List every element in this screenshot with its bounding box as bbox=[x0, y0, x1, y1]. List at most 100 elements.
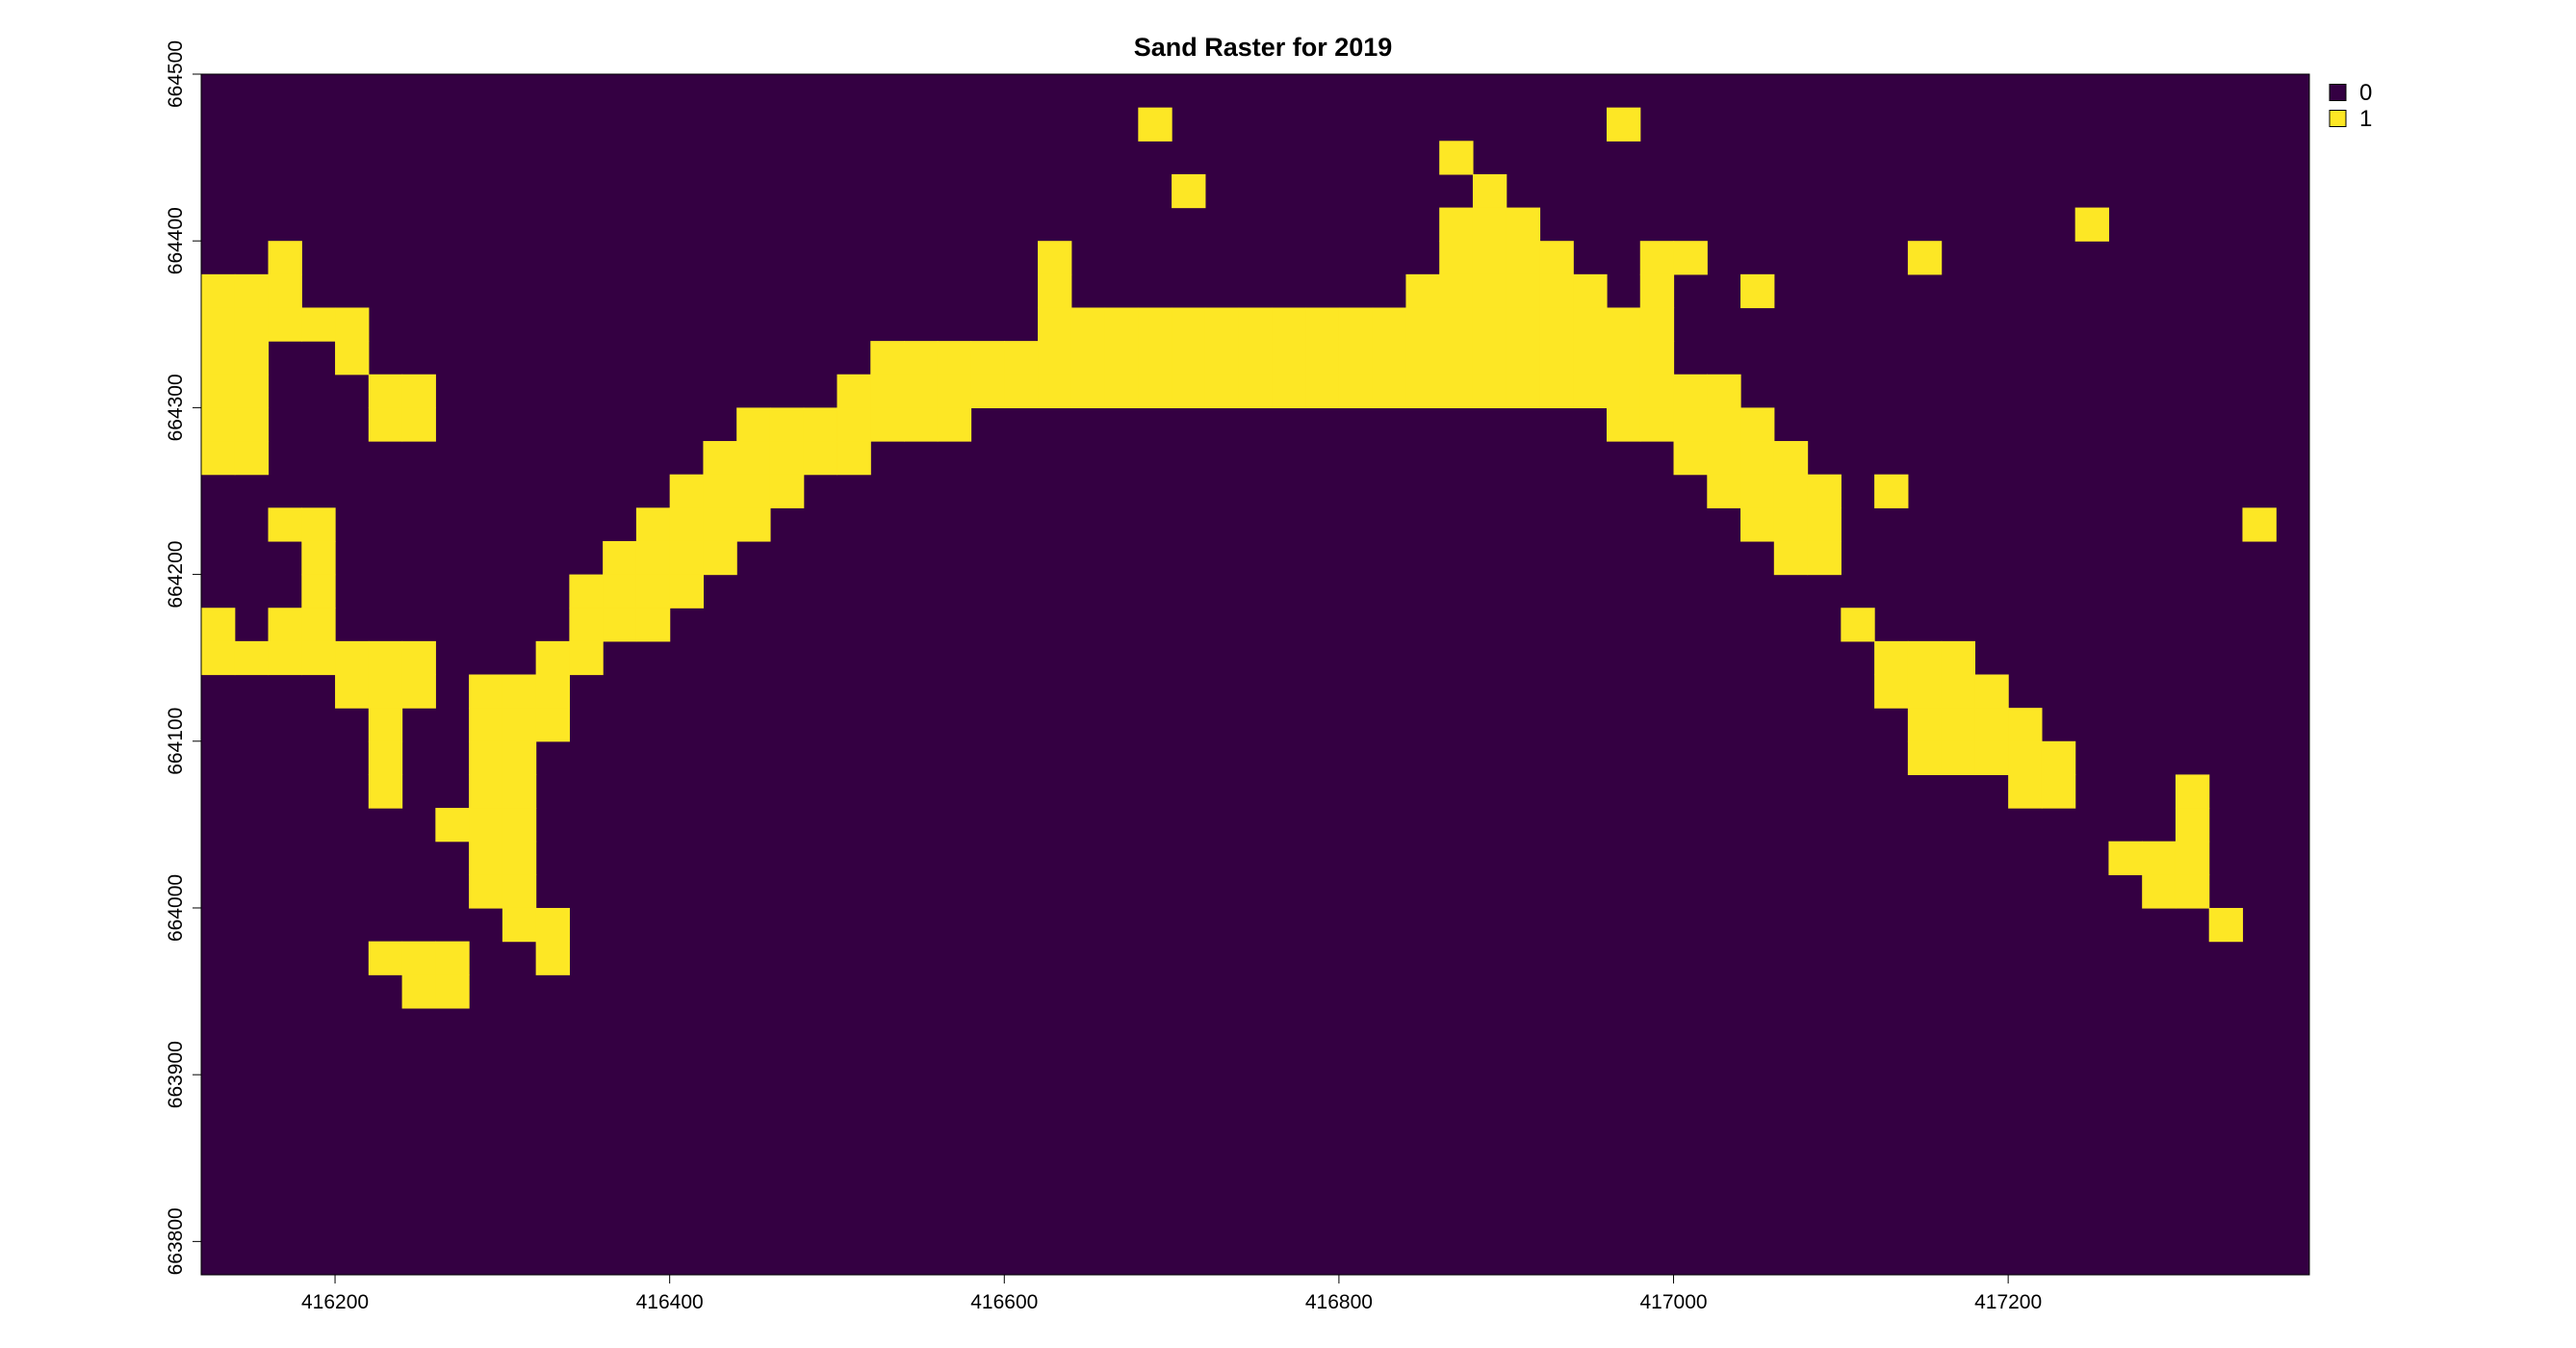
raster-cell bbox=[1974, 708, 2009, 742]
raster-cell bbox=[1607, 307, 1641, 342]
raster-cell bbox=[904, 374, 939, 408]
raster-cell bbox=[1639, 307, 1675, 342]
raster-cell bbox=[1204, 374, 1240, 408]
raster-cell bbox=[201, 608, 236, 642]
raster-cell bbox=[1238, 341, 1273, 376]
raster-cell bbox=[569, 608, 604, 642]
raster-cell bbox=[904, 341, 939, 376]
raster-cell bbox=[1773, 540, 1809, 576]
x-tick-label: 417200 bbox=[1974, 1291, 2042, 1313]
raster-cell bbox=[937, 374, 972, 408]
raster-cell bbox=[904, 407, 939, 442]
raster-cell bbox=[1305, 341, 1340, 376]
y-tick-label: 664300 bbox=[165, 374, 187, 441]
raster-cell bbox=[1740, 273, 1775, 309]
raster-cell bbox=[769, 407, 805, 442]
raster-cell bbox=[335, 341, 370, 376]
raster-cell bbox=[1639, 241, 1675, 275]
raster-cell bbox=[1573, 374, 1608, 408]
legend-label: 0 bbox=[2359, 80, 2372, 106]
raster-cell bbox=[1573, 307, 1608, 342]
y-tick-label: 664500 bbox=[165, 40, 187, 108]
raster-cell bbox=[1439, 207, 1474, 242]
raster-cell bbox=[1874, 474, 1909, 508]
raster-cell bbox=[1941, 674, 1975, 709]
raster-cell bbox=[535, 941, 570, 975]
raster-cell bbox=[502, 808, 537, 842]
raster-cell bbox=[368, 374, 403, 408]
raster-cell bbox=[1974, 674, 2009, 709]
raster-cell bbox=[268, 241, 302, 275]
raster-cell bbox=[2008, 740, 2043, 776]
x-tick-label: 416400 bbox=[636, 1291, 704, 1313]
raster-cell bbox=[1506, 374, 1541, 408]
raster-cell bbox=[1439, 374, 1474, 408]
raster-cell bbox=[1639, 341, 1675, 376]
raster-cell bbox=[1272, 341, 1306, 376]
raster-cell bbox=[1038, 273, 1072, 309]
raster-cell bbox=[535, 907, 570, 943]
raster-cell bbox=[1941, 740, 1975, 776]
raster-cell bbox=[1740, 407, 1775, 442]
raster-cell bbox=[1104, 341, 1139, 376]
raster-cell bbox=[1372, 307, 1407, 342]
raster-cell bbox=[1773, 474, 1809, 508]
raster-cell bbox=[603, 574, 637, 609]
raster-cell bbox=[469, 708, 503, 742]
raster-cell bbox=[669, 507, 705, 542]
raster-cell bbox=[2208, 907, 2244, 943]
raster-cell bbox=[201, 407, 236, 442]
raster-cell bbox=[2175, 808, 2210, 842]
raster-cell bbox=[669, 540, 705, 576]
raster-cell bbox=[1707, 407, 1741, 442]
raster-cell bbox=[2074, 207, 2110, 242]
raster-cell bbox=[603, 540, 637, 576]
raster-cell bbox=[2008, 708, 2043, 742]
raster-cell bbox=[1104, 307, 1139, 342]
raster-cell bbox=[837, 374, 871, 408]
y-tick-label: 663800 bbox=[165, 1207, 187, 1275]
raster-cell bbox=[201, 307, 236, 342]
raster-cell bbox=[368, 941, 403, 975]
raster-cell bbox=[502, 841, 537, 875]
raster-cell bbox=[1506, 307, 1541, 342]
raster-cell bbox=[1841, 608, 1875, 642]
raster-cell bbox=[1539, 341, 1574, 376]
raster-cell bbox=[1907, 241, 1943, 275]
raster-cell bbox=[301, 540, 336, 576]
raster-cell bbox=[1305, 374, 1340, 408]
raster-cell bbox=[469, 841, 503, 875]
raster-cell bbox=[368, 708, 403, 742]
raster-cell bbox=[201, 374, 236, 408]
y-axis: 663800 663900 664000 664100 664200 664300 6644… bbox=[165, 40, 201, 1275]
raster-cell bbox=[368, 407, 403, 442]
raster-cell bbox=[201, 441, 236, 476]
raster-cell bbox=[1238, 307, 1273, 342]
raster-cell bbox=[1172, 374, 1206, 408]
raster-cell bbox=[1874, 640, 1909, 676]
raster-cell bbox=[1773, 507, 1809, 542]
raster-cell bbox=[502, 774, 537, 809]
raster-cell bbox=[1439, 241, 1474, 275]
raster-cell bbox=[1372, 341, 1407, 376]
x-tick-label: 416600 bbox=[970, 1291, 1038, 1313]
raster-cell bbox=[1439, 307, 1474, 342]
raster-cell bbox=[1707, 441, 1741, 476]
raster-cell bbox=[2242, 507, 2277, 542]
legend-swatch bbox=[2329, 110, 2347, 127]
raster-cell bbox=[1807, 474, 1842, 508]
raster-cell bbox=[234, 341, 270, 376]
raster-cell bbox=[201, 640, 236, 676]
raster-cell bbox=[1573, 273, 1608, 309]
raster-cell bbox=[469, 808, 503, 842]
raster-cell bbox=[870, 374, 905, 408]
raster-cell bbox=[1138, 307, 1172, 342]
raster-cell bbox=[1138, 374, 1172, 408]
raster-cell bbox=[234, 640, 270, 676]
raster-cell bbox=[837, 407, 871, 442]
raster-cell bbox=[635, 574, 671, 609]
raster-cell bbox=[1472, 307, 1507, 342]
raster-cell bbox=[1506, 341, 1541, 376]
raster-cell bbox=[1472, 241, 1507, 275]
raster-cell bbox=[1138, 341, 1172, 376]
